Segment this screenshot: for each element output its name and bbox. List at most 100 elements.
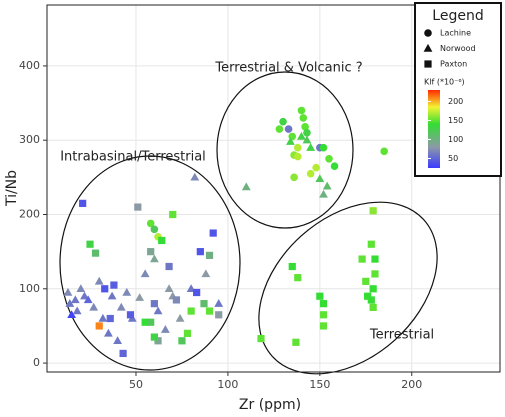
colorbar-title: Klf (*10⁻⁶): [424, 78, 465, 87]
group-ellipse: [216, 71, 354, 229]
point: [284, 125, 293, 133]
colorbar-tick-label: 200: [448, 97, 463, 106]
point: [147, 248, 155, 256]
point: [172, 296, 181, 304]
point: [67, 310, 77, 318]
point: [116, 302, 126, 311]
point: [160, 325, 170, 333]
point: [193, 288, 201, 297]
annotation: Terrestrial: [369, 328, 434, 343]
point: [303, 128, 311, 137]
y-axis-label: Ti/Nb: [4, 170, 20, 207]
point: [200, 300, 208, 308]
point: [299, 114, 308, 122]
point: [205, 307, 214, 315]
point: [294, 274, 302, 282]
legend: Legend Klf (*10⁻⁶) 50 100 150 200 Lachine Nor…: [414, 2, 502, 177]
point: [319, 143, 328, 152]
point: [209, 229, 217, 237]
point: [319, 189, 328, 198]
point: [187, 307, 195, 315]
point: [297, 106, 306, 115]
point: [380, 147, 388, 156]
colorbar-tick-label: 150: [448, 116, 463, 125]
point: [175, 313, 185, 322]
y-tick-label: 400: [19, 59, 40, 72]
point: [147, 318, 155, 326]
group-ellipse: [59, 155, 241, 371]
point: [286, 137, 295, 145]
point: [86, 240, 94, 248]
point: [312, 163, 320, 172]
point: [293, 143, 302, 152]
point: [297, 131, 306, 140]
legend-marker: [424, 60, 432, 68]
point: [72, 306, 82, 315]
point: [319, 322, 328, 330]
x-axis-label: Zr (ppm): [239, 397, 301, 413]
point: [158, 236, 166, 245]
point: [126, 311, 135, 319]
point: [70, 295, 80, 304]
point: [364, 292, 372, 300]
point: [119, 349, 127, 358]
point: [141, 318, 149, 326]
point: [91, 249, 100, 257]
y-tick-label: 300: [19, 133, 40, 146]
point: [83, 295, 93, 304]
point: [104, 328, 113, 337]
point: [319, 311, 328, 319]
point: [146, 219, 155, 228]
point: [288, 262, 296, 271]
point: [76, 284, 86, 292]
point: [150, 225, 159, 234]
point: [63, 287, 73, 296]
point: [293, 152, 302, 161]
point: [292, 338, 300, 346]
point: [165, 262, 173, 271]
point: [65, 299, 75, 307]
point: [306, 169, 315, 178]
point: [110, 281, 118, 289]
point: [371, 255, 379, 263]
point: [89, 302, 99, 311]
point: [153, 306, 163, 315]
point: [362, 277, 370, 285]
point: [369, 207, 377, 215]
colorbar-tick-label: 100: [448, 135, 463, 144]
point: [164, 284, 174, 292]
point: [150, 333, 158, 341]
point: [134, 203, 142, 211]
legend-marker: [424, 29, 432, 37]
point: [178, 337, 186, 345]
point: [279, 117, 287, 126]
point: [257, 334, 265, 343]
colorbar: [428, 90, 440, 168]
point: [369, 285, 377, 293]
legend-title: Legend: [432, 8, 483, 24]
annotation: Terrestrial & Volcanic ?: [214, 61, 362, 76]
group-ellipse: [258, 201, 438, 375]
point: [154, 337, 162, 345]
legend-label: Norwood: [440, 44, 476, 53]
point: [94, 276, 104, 285]
point: [315, 174, 325, 183]
x-tick-label: 200: [401, 378, 422, 391]
point: [302, 135, 312, 144]
point: [367, 240, 375, 248]
point: [290, 173, 298, 182]
x-tick-label: 100: [217, 378, 238, 391]
point: [322, 181, 332, 190]
point: [95, 322, 103, 330]
y-tick-label: 100: [19, 282, 40, 295]
point: [190, 172, 200, 181]
point: [106, 314, 114, 323]
point: [113, 336, 122, 344]
point: [196, 248, 204, 256]
point: [169, 210, 177, 219]
groups: [59, 71, 438, 375]
point: [150, 300, 158, 308]
point: [319, 300, 328, 308]
point: [367, 296, 375, 304]
point: [135, 293, 145, 301]
